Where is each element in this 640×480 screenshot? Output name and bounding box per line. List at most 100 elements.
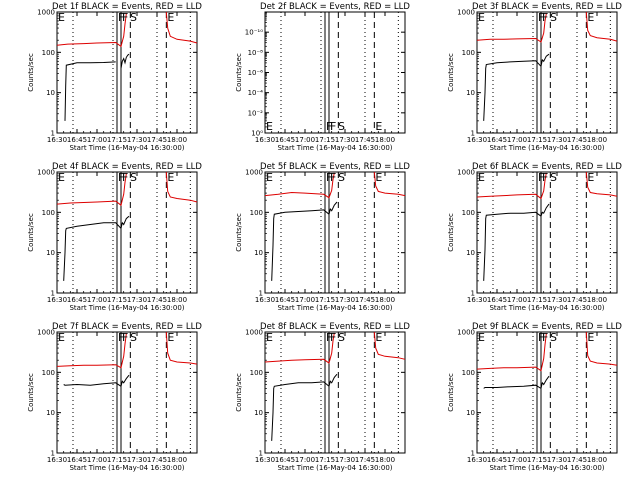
y-tick-label: 1000 <box>457 9 475 17</box>
x-tick-label: 17:30 <box>547 136 567 144</box>
event-marker-label: F <box>538 331 544 344</box>
panel-title: Det 4f BLACK = Events, RED = LLD <box>52 162 202 172</box>
y-tick-label: 1 <box>471 450 475 458</box>
y-axis-label: Counts/sec <box>447 213 455 252</box>
y-tick-label: 1000 <box>37 329 55 337</box>
x-axis-label: Start Time (16-May-04 16:30:00) <box>277 144 392 152</box>
y-tick-label: 100 <box>250 209 263 217</box>
panel-title: Det 2f BLACK = Events, RED = LLD <box>260 2 410 12</box>
x-tick-label: 16:30 <box>47 296 67 304</box>
x-tick-label: 17:00 <box>87 136 107 144</box>
plot-frame <box>264 171 406 294</box>
y-axis-label: Counts/sec <box>235 213 243 252</box>
plot-frame <box>56 171 198 294</box>
events-series-line <box>271 373 338 441</box>
x-tick-label: 17:45 <box>355 296 375 304</box>
event-marker-label: S <box>338 120 345 133</box>
panel-title: Det 7f BLACK = Events, RED = LLD <box>52 322 202 332</box>
x-tick-label: 17:00 <box>507 456 527 464</box>
y-tick-label: 1000 <box>37 9 55 17</box>
x-tick-label: 17:30 <box>127 136 147 144</box>
x-tick-label: 17:15 <box>527 456 547 464</box>
detector-panel: Det 3f BLACK = Events, RED = LLD 16:30 16:… <box>447 2 622 152</box>
event-marker-label: F <box>122 171 128 184</box>
y-axis-label: Counts/sec <box>447 373 455 412</box>
y-axis-label: Counts/sec <box>235 373 243 412</box>
y-tick-label: 10⁻⁸ <box>248 49 264 57</box>
x-tick-label: 17:00 <box>87 296 107 304</box>
y-tick-label: 1 <box>51 450 55 458</box>
events-series-line <box>63 215 130 281</box>
y-tick-label: 100 <box>462 369 475 377</box>
event-marker-label: S <box>130 11 137 24</box>
event-marker-label: S <box>550 11 557 24</box>
x-tick-label: 17:45 <box>147 456 167 464</box>
event-marker-label: F <box>326 171 332 184</box>
x-tick-label: 17:30 <box>127 456 147 464</box>
panel-title: Det 3f BLACK = Events, RED = LLD <box>472 2 622 12</box>
y-tick-label: 100 <box>42 209 55 217</box>
y-tick-label: 10 <box>254 409 263 417</box>
event-marker-label: E <box>478 11 485 24</box>
x-tick-label: 16:45 <box>275 456 295 464</box>
events-series-line <box>64 53 130 121</box>
x-tick-label: 16:45 <box>67 296 87 304</box>
x-tick-label: 16:30 <box>467 296 487 304</box>
event-marker-label: E <box>58 11 65 24</box>
y-tick-label: 1 <box>471 130 475 138</box>
lld-series-line <box>476 171 618 200</box>
x-tick-label: 17:45 <box>355 136 375 144</box>
x-tick-label: 16:45 <box>67 456 87 464</box>
event-marker-label: E <box>375 331 382 344</box>
y-tick-label: 1000 <box>245 329 263 337</box>
detector-panel: Det 5f BLACK = Events, RED = LLD 16:30 16:… <box>235 162 410 312</box>
x-tick-label: 17:15 <box>527 296 547 304</box>
x-tick-label: 16:30 <box>467 456 487 464</box>
event-marker-label: S <box>338 331 345 344</box>
detector-panel: Det 7f BLACK = Events, RED = LLD 16:30 16:… <box>27 322 202 472</box>
y-tick-label: 1 <box>51 130 55 138</box>
detector-panel: Det 8f BLACK = Events, RED = LLD 16:30 16:… <box>235 322 410 472</box>
plot-frame <box>264 11 406 134</box>
x-tick-label: 18:00 <box>167 296 187 304</box>
plot-frame <box>476 171 618 294</box>
event-marker-label: F <box>330 171 336 184</box>
plot-frame <box>56 11 198 134</box>
event-marker-label: F <box>538 171 544 184</box>
y-tick-label: 10 <box>466 89 475 97</box>
y-tick-label: 100 <box>250 369 263 377</box>
event-marker-label: E <box>266 171 273 184</box>
y-tick-label: 10 <box>466 409 475 417</box>
panel-title: Det 8f BLACK = Events, RED = LLD <box>260 322 410 332</box>
event-marker-label: F <box>326 120 332 133</box>
event-marker-label: F <box>542 11 548 24</box>
y-tick-label: 100 <box>462 49 475 57</box>
event-marker-label: S <box>338 171 345 184</box>
x-tick-label: 17:15 <box>107 136 127 144</box>
lld-series-line <box>56 171 198 207</box>
y-tick-label: 1000 <box>245 169 263 177</box>
x-tick-label: 17:45 <box>355 456 375 464</box>
detector-panel: Det 6f BLACK = Events, RED = LLD 16:30 16:… <box>447 162 622 312</box>
x-tick-label: 18:00 <box>587 296 607 304</box>
x-tick-label: 17:00 <box>295 136 315 144</box>
x-tick-label: 18:00 <box>167 456 187 464</box>
x-tick-label: 17:30 <box>547 456 567 464</box>
event-marker-label: E <box>587 11 594 24</box>
x-tick-label: 18:00 <box>375 456 395 464</box>
event-marker-label: F <box>538 11 544 24</box>
lld-series-line <box>56 331 198 369</box>
lld-series-line <box>56 11 198 48</box>
y-tick-label: 1000 <box>457 169 475 177</box>
detector-panel: Det 2f BLACK = Events, RED = LLD 16:30 16:… <box>235 2 410 152</box>
panel-title: Det 1f BLACK = Events, RED = LLD <box>52 2 202 12</box>
plot-frame <box>476 11 618 134</box>
x-tick-label: 16:45 <box>487 296 507 304</box>
event-marker-label: F <box>330 331 336 344</box>
event-marker-label: S <box>130 171 137 184</box>
event-marker-label: E <box>375 120 382 133</box>
lld-series-line <box>264 171 406 199</box>
event-marker-label: S <box>550 171 557 184</box>
panel-title: Det 9f BLACK = Events, RED = LLD <box>472 322 622 332</box>
x-tick-label: 18:00 <box>587 136 607 144</box>
